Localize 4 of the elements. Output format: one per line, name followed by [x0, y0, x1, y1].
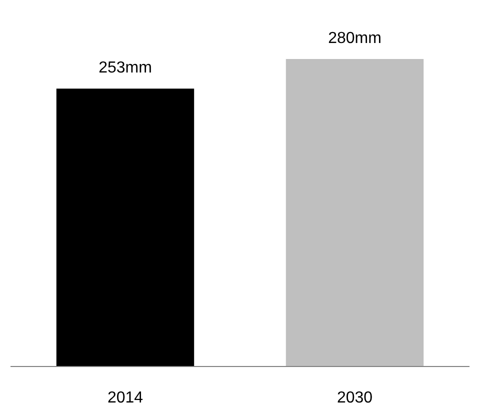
x-tick-label: 2014 — [107, 390, 144, 406]
data-label: 253mm — [98, 60, 152, 77]
x-tick-label: 2030 — [336, 390, 373, 406]
data-label: 280mm — [328, 30, 382, 47]
